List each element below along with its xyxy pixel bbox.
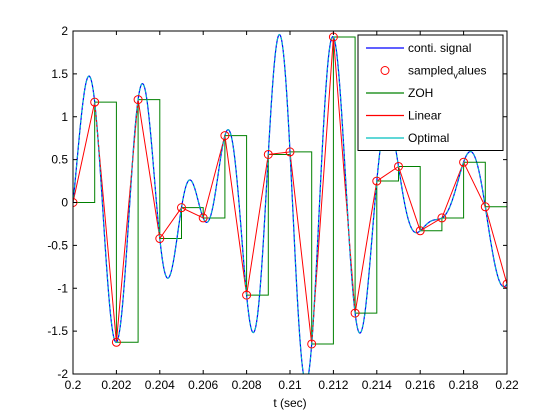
x-tick-label: 0.218 — [449, 378, 479, 392]
sample-marker — [263, 149, 273, 159]
sample-marker — [307, 339, 317, 349]
sample-marker — [437, 213, 447, 223]
legend-label: conti. signal — [408, 41, 471, 55]
series-optimal — [73, 33, 507, 374]
y-tick-label: 0 — [61, 196, 68, 210]
y-tick-label: -1.5 — [47, 324, 68, 338]
y-tick-label: 1 — [61, 110, 68, 124]
x-tick-label: 0.206 — [188, 378, 218, 392]
x-tick-label: 0.216 — [405, 378, 435, 392]
x-tick-label: 0.214 — [362, 378, 392, 392]
sample-marker — [415, 226, 425, 236]
sample-marker — [350, 308, 360, 318]
sample-marker — [502, 279, 507, 289]
sample-marker — [133, 95, 143, 105]
legend: conti. signal sampledvalues ZOH Linear Optim… — [357, 34, 504, 151]
y-tick-label: -1 — [57, 281, 68, 295]
legend-marker — [380, 66, 390, 75]
y-tick-label: -2 — [57, 367, 68, 381]
sample-marker — [111, 337, 121, 347]
y-tick-label: 0.5 — [51, 153, 68, 167]
sample-marker — [242, 290, 252, 300]
sample-marker — [155, 234, 165, 244]
sample-marker — [177, 203, 186, 213]
legend-label: Linear — [408, 109, 441, 123]
y-tick-label: 1.5 — [51, 67, 68, 81]
x-tick-label: 0.212 — [318, 378, 348, 392]
legend-label: Optimal — [408, 131, 449, 145]
sample-marker — [480, 202, 490, 212]
x-tick-label: 0.2 — [65, 378, 82, 392]
legend-label: ZOH — [408, 86, 433, 100]
y-tick-label: -0.5 — [47, 238, 68, 252]
x-tick-label: 0.22 — [495, 378, 519, 392]
x-tick-label: 0.21 — [278, 378, 302, 392]
sample-marker — [372, 176, 382, 186]
x-tick-label: 0.204 — [145, 378, 175, 392]
sample-marker — [285, 147, 295, 157]
y-tick-label: 2 — [61, 24, 68, 38]
sample-marker — [394, 161, 403, 171]
x-tick-label: 0.208 — [232, 378, 262, 392]
sample-marker — [220, 131, 230, 141]
plot-area — [73, 32, 507, 374]
legend-label: sampledvalues — [408, 64, 487, 81]
sample-marker — [459, 157, 469, 167]
x-axis-label: t (sec) — [273, 396, 306, 410]
sample-marker — [90, 97, 100, 107]
axis-ticks: 0.2 0.202 0.204 0.206 0.208 0.21 0.212 0.214 0.2… — [47, 24, 519, 392]
x-tick-label: 0.202 — [101, 378, 131, 392]
sample-marker — [198, 213, 208, 223]
